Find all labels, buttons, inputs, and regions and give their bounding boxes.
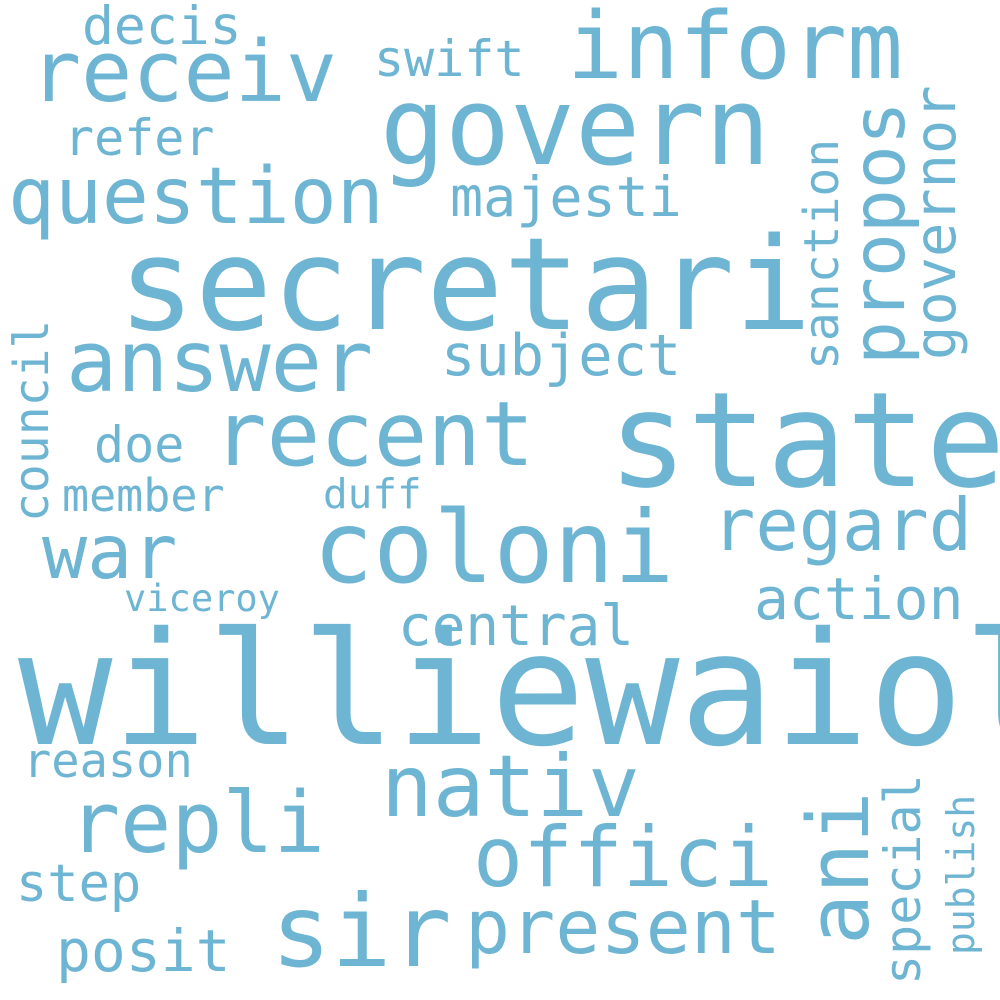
word-member: member — [62, 469, 225, 522]
word-publish: publish — [939, 794, 983, 955]
word-sir: sir — [271, 873, 452, 990]
word-action: action — [754, 565, 964, 633]
word-williewaiola: williewaiola — [18, 599, 1000, 782]
word-inform: inform — [567, 0, 903, 100]
word-central: central — [398, 594, 635, 659]
word-question: question — [8, 152, 384, 242]
word-coloni: coloni — [313, 489, 675, 606]
word-nativ: nativ — [381, 737, 640, 837]
word-offici: offici — [473, 809, 773, 906]
word-receiv: receiv — [30, 23, 338, 122]
word-secretari: secretari — [118, 211, 812, 360]
word-viceroy: viceroy — [124, 577, 280, 620]
word-subject: subject — [441, 323, 682, 389]
word-war: war — [42, 508, 178, 596]
word-sanction: sanction — [794, 138, 850, 370]
word-step: step — [16, 854, 142, 914]
word-recent: recent — [213, 382, 535, 486]
word-govern: govern — [380, 65, 771, 190]
word-present: present — [465, 883, 782, 971]
word-council: council — [4, 319, 60, 522]
word-posit: posit — [56, 917, 231, 985]
word-decis: decis — [82, 0, 242, 57]
word-refer: refer — [64, 109, 215, 167]
word-repli: repli — [69, 774, 325, 873]
word-ani: ani — [790, 791, 889, 945]
word-governor: governor — [903, 85, 969, 360]
word-doe: doe — [94, 416, 185, 474]
word-majesti: majesti — [450, 165, 682, 229]
word-regard: regard — [712, 483, 973, 567]
word-state: state — [608, 364, 1000, 518]
word-answer: answer — [66, 313, 374, 412]
word-duff: duff — [323, 470, 422, 518]
word-reason: reason — [23, 734, 193, 789]
word-swift: swift — [374, 30, 525, 88]
word-special: special — [874, 774, 932, 985]
